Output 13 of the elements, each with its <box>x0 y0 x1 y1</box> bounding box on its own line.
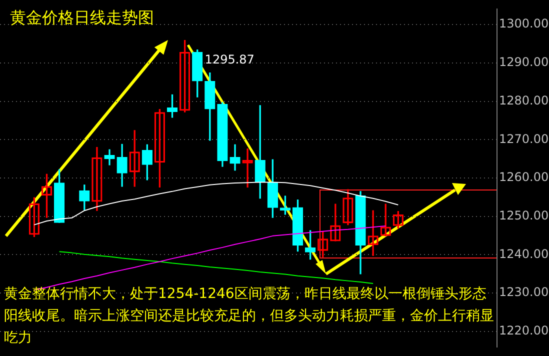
y-tick-label: 1250.00 <box>499 208 549 222</box>
y-tick-label: 1230.00 <box>499 285 549 300</box>
annotation: 1295.87 <box>204 52 254 67</box>
y-tick-label: 1220.00 <box>499 324 549 338</box>
annotation: 黄金整体行情不大，处于1254-1246区间震荡，昨日线最终以一根倒锤头形态阳线收尾。暗示上涨空间还是比较充足的，但多头动力耗损严重，金价上行稍显吃力 <box>4 285 494 348</box>
y-tick-label: 1260.00 <box>499 170 549 184</box>
y-tick-label: 1280.00 <box>499 93 549 108</box>
candlestick <box>104 149 115 166</box>
y-tick-label: 1240.00 <box>499 246 549 261</box>
chart-title: 黄金价格日线走势图 <box>10 8 154 29</box>
y-tick-label: 1290.00 <box>499 55 549 70</box>
y-tick-label: 1300.00 <box>499 16 549 31</box>
y-tick-label: 1270.00 <box>499 132 549 146</box>
